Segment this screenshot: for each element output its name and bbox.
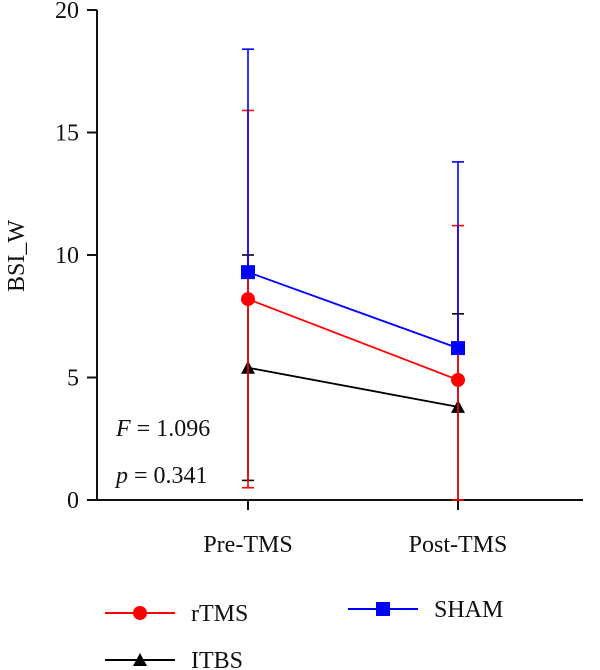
legend: rTMS ITBS SHAM [105, 597, 503, 670]
legend-marker [376, 602, 390, 616]
series-line [247, 366, 459, 408]
p-statistic: p = 0.341 [114, 463, 208, 489]
legend-marker [133, 653, 147, 666]
series-layer [241, 48, 465, 501]
series-rtms [241, 109, 465, 501]
legend-label: rTMS [191, 601, 248, 627]
legend-item-rtms: rTMS [105, 601, 248, 627]
y-tick-label: 0 [67, 488, 79, 514]
series-sham [241, 48, 465, 356]
f-symbol: F [115, 416, 131, 442]
f-statistic: F = 1.096 [115, 416, 210, 442]
x-tick-label: Post-TMS [409, 532, 508, 558]
legend-label: SHAM [434, 597, 503, 623]
legend-item-itbs: ITBS [105, 648, 243, 670]
legend-label: ITBS [191, 648, 243, 670]
data-point [451, 372, 465, 387]
y-axis-ticks: 0 5 10 15 20 [55, 0, 97, 514]
y-tick-label: 5 [67, 366, 79, 392]
data-point [241, 265, 255, 280]
legend-item-sham: SHAM [348, 597, 503, 623]
data-point [241, 292, 255, 307]
p-value: = 0.341 [128, 463, 208, 489]
series-line [247, 298, 459, 381]
y-tick-label: 15 [55, 121, 79, 147]
p-symbol: p [114, 463, 128, 489]
data-point [451, 341, 465, 356]
y-tick-label: 10 [55, 243, 79, 269]
series-line [247, 271, 459, 349]
series-itbs [241, 254, 465, 501]
legend-marker [133, 606, 147, 620]
f-value: = 1.096 [131, 416, 211, 442]
y-tick-label: 20 [55, 0, 79, 24]
y-axis-title: BSI_W [4, 220, 30, 292]
x-axis-ticks: Pre-TMS Post-TMS [203, 500, 507, 558]
x-tick-label: Pre-TMS [203, 532, 292, 558]
